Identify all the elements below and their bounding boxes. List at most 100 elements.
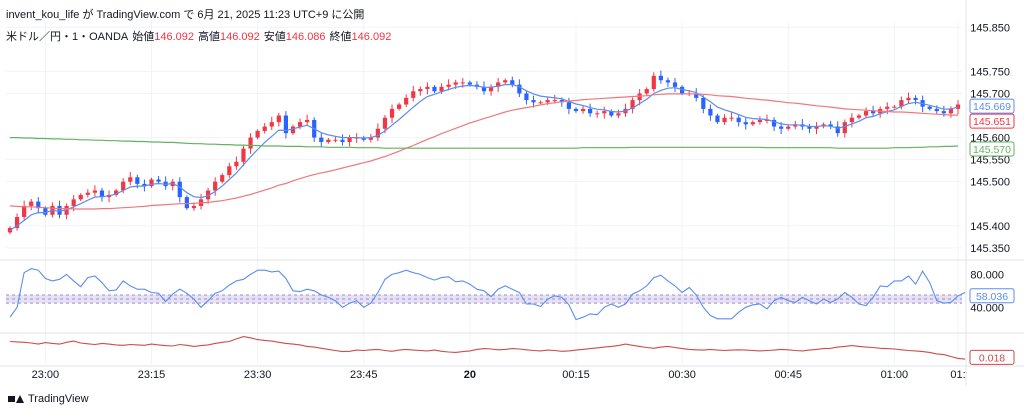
candle-body <box>722 117 727 123</box>
candle-body <box>736 117 741 123</box>
tradingview-icon <box>8 394 24 404</box>
oscillator-last-label: 58.036 <box>976 291 1008 303</box>
y-tick-label: 145.850 <box>970 22 1010 34</box>
candle-body <box>135 177 140 184</box>
candle-body <box>29 201 34 206</box>
x-tick-label: 01: <box>950 369 965 381</box>
high-value: 146.092 <box>220 31 260 43</box>
x-tick-label: 20 <box>464 369 476 381</box>
axes: 23:00 23:15 23:30 23:45 20 00:15 00:30 00:45 01:… <box>32 22 1015 381</box>
candle-body <box>432 86 437 92</box>
ohlc-legend: 米ドル／円・1・OANDA 始値146.092 高値146.092 安値146.086… <box>6 28 391 44</box>
oscillator-tick-label: 40.000 <box>970 302 1004 314</box>
symbol-label[interactable]: 米ドル／円・1・OANDA <box>6 31 129 43</box>
candle-body <box>552 100 557 102</box>
candle-body <box>566 102 571 109</box>
candle-body <box>779 126 784 129</box>
candle-body <box>397 104 402 109</box>
candle-body <box>793 124 798 127</box>
oscillator-line <box>9 268 966 321</box>
candle-body <box>57 205 62 215</box>
candle-body <box>156 179 161 182</box>
candle-body <box>545 100 550 103</box>
candle-body <box>906 97 911 101</box>
tradingview-logo[interactable]: TradingView <box>8 393 89 405</box>
candle-body <box>715 115 720 123</box>
candle-body <box>538 102 543 104</box>
brand-name: TradingView <box>28 393 89 405</box>
oscillator-pane <box>6 268 966 321</box>
candle-body <box>283 115 289 134</box>
candle-body <box>305 119 310 123</box>
candle-body <box>665 80 671 83</box>
ma-long-line <box>10 137 959 149</box>
candle-body <box>177 181 182 198</box>
candle-body <box>7 228 13 233</box>
candle-body <box>708 108 713 116</box>
candle-body <box>227 166 232 176</box>
ma-long-last-label-bg <box>969 141 1015 157</box>
candle-body <box>786 126 791 129</box>
candle-body <box>411 91 416 98</box>
low-value: 146.086 <box>285 31 326 43</box>
candle-body <box>418 89 423 92</box>
candle-body <box>404 97 409 105</box>
candle-body <box>871 111 876 114</box>
oscillator-tick-label: 80.000 <box>970 269 1004 281</box>
x-tick-label: 00:15 <box>562 369 590 381</box>
candle-body <box>757 119 763 123</box>
candle-body <box>637 93 642 101</box>
candle-body <box>290 126 296 134</box>
x-tick-label: 00:45 <box>774 369 802 381</box>
candle-body <box>184 197 189 209</box>
candle-body <box>609 111 614 116</box>
candle-body <box>375 128 380 138</box>
candle-body <box>425 86 430 90</box>
ma-slow-last-label-bg <box>969 113 1015 129</box>
ma-fast-last-label-bg <box>969 98 1015 114</box>
candle-body <box>241 148 246 162</box>
candle-body <box>835 126 840 134</box>
candle-body <box>276 115 281 123</box>
candle-body <box>439 86 444 92</box>
indicator-last-label-bg <box>969 349 1015 365</box>
candle-body <box>248 137 253 149</box>
candle-body <box>114 190 119 195</box>
candle-body <box>573 108 579 112</box>
indicator-line <box>9 336 966 360</box>
candle-body <box>885 106 890 109</box>
indicator-last-label: 0.018 <box>979 352 1005 364</box>
candle-body <box>368 137 373 140</box>
candle-body <box>36 201 41 209</box>
candle-body <box>807 126 812 129</box>
candle-body <box>503 80 508 83</box>
candle-body <box>955 104 961 109</box>
candle-body <box>481 86 487 92</box>
candle-body <box>262 126 267 131</box>
candle-body <box>467 82 472 85</box>
y-tick-label: 145.400 <box>970 221 1010 233</box>
candle-body <box>750 122 755 125</box>
oscillator-band <box>6 294 962 304</box>
candle-body <box>531 100 536 103</box>
candle-body <box>644 89 649 94</box>
candle-body <box>389 108 395 118</box>
candle-body <box>191 205 197 209</box>
x-tick-label: 00:30 <box>668 369 696 381</box>
candle-body <box>694 93 699 98</box>
ma-fast-line <box>9 83 959 231</box>
y-tick-label: 145.750 <box>970 66 1010 78</box>
candle-body <box>142 183 147 187</box>
close-label: 終値 <box>329 31 352 43</box>
candle-body <box>220 175 225 182</box>
candle-body <box>863 111 869 116</box>
candle-body <box>771 119 777 127</box>
candle-body <box>22 205 27 217</box>
candle-body <box>602 111 607 114</box>
ma-slow-last-label: 145.651 <box>973 116 1011 128</box>
candle-body <box>849 117 854 123</box>
candle-body <box>78 194 83 200</box>
candle-body <box>595 113 600 115</box>
candle-body <box>43 208 48 215</box>
